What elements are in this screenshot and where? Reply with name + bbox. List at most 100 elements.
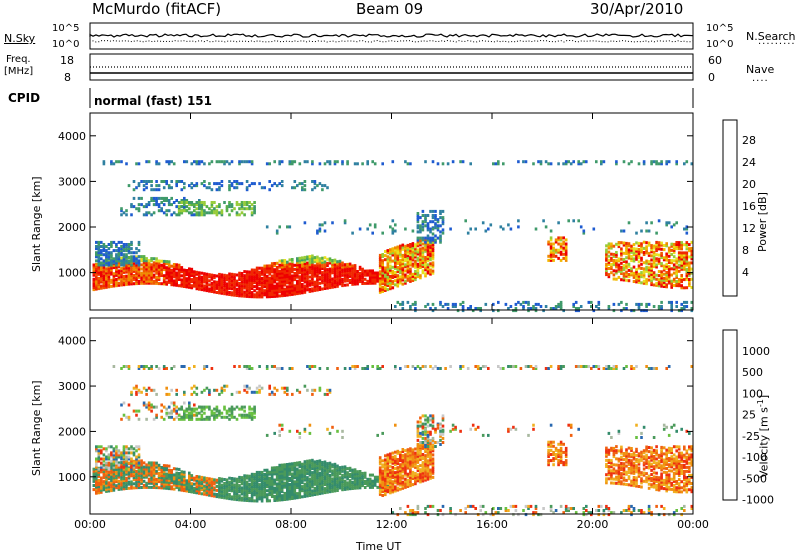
echo-cell: [389, 248, 392, 252]
echo-cell: [640, 275, 643, 279]
echo-cell: [92, 281, 96, 285]
echo-cell: [150, 196, 153, 200]
echo-cell: [293, 472, 297, 476]
echo-cell: [177, 482, 181, 486]
echo-cell: [258, 493, 261, 497]
echo-cell: [265, 162, 269, 166]
echo-cell: [670, 281, 673, 285]
echo-cell: [336, 276, 339, 280]
echo-cell: [97, 259, 101, 263]
echo-cell: [205, 489, 209, 493]
echo-cell: [248, 499, 251, 503]
echo-cell: [389, 460, 392, 464]
echo-cell: [145, 261, 148, 265]
echo-cell: [421, 467, 425, 471]
echo-cell: [122, 483, 126, 487]
echo-cell: [120, 281, 123, 285]
echo-cell: [115, 243, 118, 246]
echo-cell: [110, 240, 113, 244]
echo-cell: [351, 268, 354, 272]
echo-cell: [346, 473, 349, 477]
echo-cell: [195, 203, 199, 207]
echo-cell: [497, 160, 500, 164]
echo-cell: [429, 470, 432, 474]
echo-cell: [127, 470, 131, 474]
echo-cell: [303, 492, 307, 496]
echo-cell: [421, 444, 425, 448]
echo-cell: [391, 490, 395, 494]
echo-cell: [203, 184, 206, 188]
echo-cell: [183, 186, 186, 190]
echo-cell: [386, 251, 390, 255]
echo-cell: [250, 270, 254, 274]
echo-cell: [333, 466, 337, 470]
echo-cell: [303, 476, 307, 480]
echo-cell: [147, 473, 151, 477]
echo-cell: [645, 265, 648, 269]
echo-cell: [326, 284, 329, 288]
echo-cell: [270, 470, 274, 474]
echo-cell: [175, 213, 178, 217]
echo-cell: [132, 459, 136, 463]
echo-cell: [574, 300, 578, 304]
echo-cell: [248, 291, 251, 294]
echo-cell: [140, 259, 143, 263]
echo-cell: [316, 280, 319, 284]
echo-cell: [396, 284, 400, 288]
echo-cell: [630, 257, 633, 260]
echo-cell: [127, 278, 131, 282]
echo-cell: [205, 485, 209, 488]
echo-cell: [600, 160, 603, 164]
echo-cell: [250, 272, 254, 276]
echo-cell: [165, 282, 168, 286]
echo-cell: [439, 238, 442, 242]
echo-cell: [358, 280, 362, 284]
echo-cell: [288, 276, 292, 280]
echo-cell: [426, 467, 430, 471]
echo-cell: [130, 445, 133, 449]
echo-cell: [140, 203, 143, 207]
echo-cell: [316, 472, 319, 476]
echo-cell: [391, 269, 395, 273]
echo-cell: [210, 273, 214, 277]
echo-cell: [366, 269, 369, 273]
echo-cell: [373, 281, 377, 285]
echo-cell: [451, 302, 455, 306]
echo-cell: [670, 225, 673, 229]
echo-cell: [348, 485, 352, 489]
echo-cell: [213, 482, 216, 486]
echo-cell: [625, 302, 628, 306]
echo-cell: [183, 472, 186, 476]
echo-cell: [396, 247, 400, 251]
echo-cell: [331, 485, 334, 489]
echo-cell: [260, 483, 264, 487]
echo-cell: [105, 255, 108, 259]
echo-cell: [120, 485, 123, 489]
echo-cell: [220, 291, 224, 295]
echo-cell: [165, 160, 168, 164]
echo-cell: [275, 488, 279, 492]
echo-cell: [421, 248, 425, 252]
echo-cell: [301, 289, 304, 293]
echo-cell: [399, 483, 402, 487]
echo-cell: [228, 497, 231, 501]
echo-cell: [637, 276, 641, 280]
echo-cell: [434, 226, 437, 230]
echo-cell: [160, 180, 163, 183]
echo-cell: [228, 280, 231, 284]
echo-cell: [92, 271, 96, 275]
echo-cell: [640, 242, 643, 246]
echo-cell: [102, 459, 106, 463]
echo-cell: [288, 289, 292, 293]
echo-cell: [622, 229, 626, 233]
echo-cell: [431, 467, 435, 471]
echo-cell: [642, 251, 646, 254]
echo-cell: [637, 252, 641, 256]
echo-cell: [544, 305, 548, 308]
echo-cell: [677, 265, 681, 269]
echo-cell: [632, 271, 636, 275]
echo-cell: [469, 227, 472, 231]
echo-cell: [278, 265, 281, 269]
echo-cell: [235, 498, 239, 502]
echo-cell: [248, 482, 251, 486]
